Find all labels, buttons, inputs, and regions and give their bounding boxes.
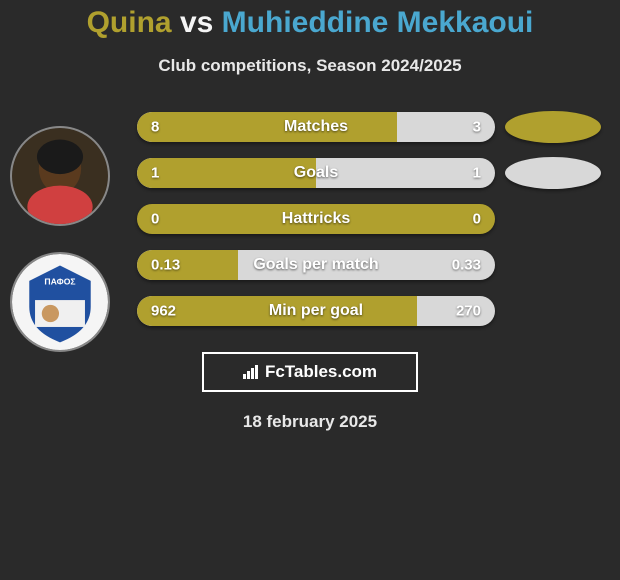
footer-date: 18 february 2025 — [0, 412, 620, 432]
player2-name: Muhieddine Mekkaoui — [222, 6, 534, 39]
stat-bar: 8 Matches 3 — [137, 112, 495, 142]
stat-p2-value: 0.33 — [452, 257, 481, 274]
stat-bar: 0.13 Goals per match 0.33 — [137, 250, 495, 280]
stat-label: Goals per match — [253, 256, 378, 274]
stat-bar-p1-fill — [137, 158, 316, 188]
stat-row: 8 Matches 3 — [0, 104, 620, 150]
stat-p1-value: 1 — [151, 165, 159, 182]
stat-label: Hattricks — [282, 210, 350, 228]
stat-bar: 1 Goals 1 — [137, 158, 495, 188]
brand-box: FcTables.com — [202, 352, 418, 392]
stat-row: 0 Hattricks 0 — [0, 196, 620, 242]
stat-p2-value: 270 — [456, 303, 481, 320]
vs-text: vs — [180, 6, 213, 39]
stat-row: 962 Min per goal 270 — [0, 288, 620, 334]
stat-p2-value: 0 — [473, 211, 481, 228]
stat-bar-p1-fill — [137, 112, 397, 142]
stats-rows: 8 Matches 3 1 Goals 1 0 Hattricks 0 0.13 Goals per… — [0, 104, 620, 334]
stat-p1-value: 0.13 — [151, 257, 180, 274]
winner-badge — [505, 157, 601, 189]
stat-label: Goals — [294, 164, 338, 182]
stat-p2-value: 3 — [473, 119, 481, 136]
stat-p2-value: 1 — [473, 165, 481, 182]
stat-label: Matches — [284, 118, 348, 136]
stat-row: 0.13 Goals per match 0.33 — [0, 242, 620, 288]
stat-row: 1 Goals 1 — [0, 150, 620, 196]
stat-p1-value: 8 — [151, 119, 159, 136]
stat-p1-value: 0 — [151, 211, 159, 228]
stat-p1-value: 962 — [151, 303, 176, 320]
subtitle: Club competitions, Season 2024/2025 — [0, 56, 620, 76]
stat-label: Min per goal — [269, 302, 363, 320]
winner-badge — [505, 111, 601, 143]
brand-text: FcTables.com — [265, 362, 377, 382]
stat-bar: 0 Hattricks 0 — [137, 204, 495, 234]
stat-bar: 962 Min per goal 270 — [137, 296, 495, 326]
comparison-title: Quina vs Muhieddine Mekkaoui — [0, 0, 620, 40]
chart-bars-icon — [243, 365, 261, 379]
player1-name: Quina — [87, 6, 172, 39]
